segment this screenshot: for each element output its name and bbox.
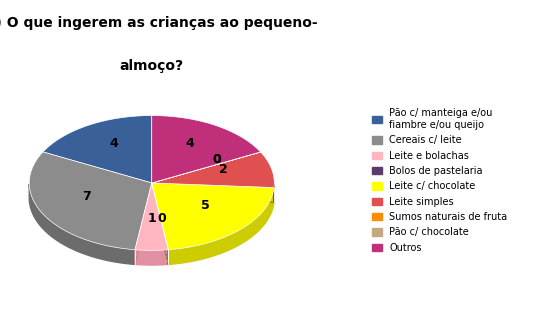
Polygon shape	[152, 183, 274, 250]
Text: e) O que ingerem as crianças ao pequeno-: e) O que ingerem as crianças ao pequeno-	[0, 16, 318, 30]
Text: 0: 0	[212, 153, 222, 166]
Polygon shape	[152, 152, 274, 187]
Text: 7: 7	[82, 190, 91, 203]
Polygon shape	[29, 152, 152, 250]
Text: 4: 4	[109, 137, 118, 150]
Polygon shape	[43, 115, 152, 183]
Text: 5: 5	[201, 199, 210, 212]
Polygon shape	[135, 250, 169, 265]
Text: 1: 1	[147, 212, 156, 225]
Polygon shape	[152, 152, 261, 183]
Polygon shape	[29, 184, 135, 264]
Text: almoço?: almoço?	[120, 59, 184, 73]
Text: 0: 0	[157, 212, 166, 225]
Polygon shape	[152, 183, 169, 250]
Polygon shape	[169, 187, 274, 264]
Polygon shape	[135, 183, 169, 250]
Text: 0: 0	[212, 153, 222, 166]
Text: 2: 2	[220, 163, 228, 176]
Polygon shape	[152, 152, 261, 183]
Text: 4: 4	[185, 137, 195, 150]
Legend: Pão c/ manteiga e/ou
fiambre e/ou queijo, Cereais c/ leite, Leite e bolachas, Bo: Pão c/ manteiga e/ou fiambre e/ou queijo…	[368, 104, 512, 257]
Polygon shape	[152, 115, 261, 183]
